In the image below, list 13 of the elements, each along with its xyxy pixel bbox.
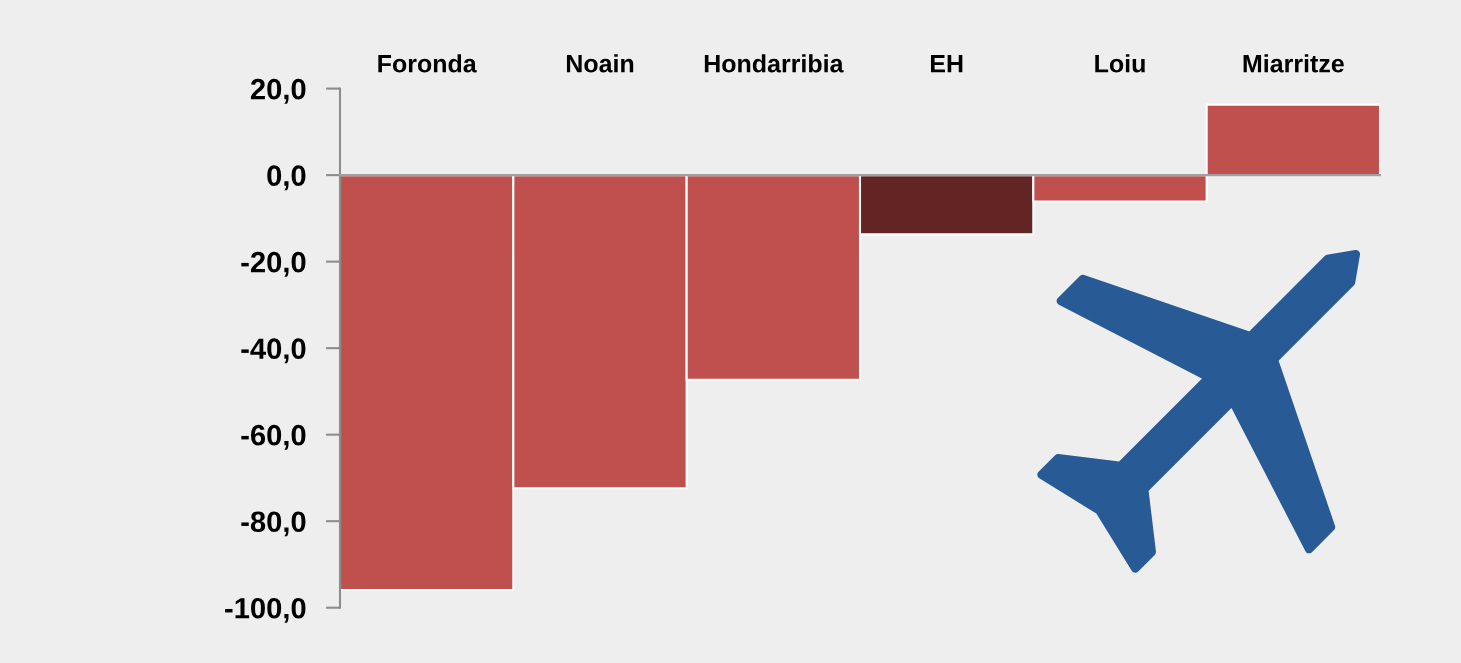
- x-tick-label: EH: [930, 55, 963, 73]
- y-tick-label: -80,0: [241, 511, 306, 537]
- x-tick-label: Miarritze: [1243, 54, 1344, 73]
- x-tick-label: Noain: [566, 54, 634, 73]
- y-tick-label: 0,0: [267, 165, 306, 191]
- y-tick-label: -100,0: [225, 597, 306, 623]
- y-tick-label: -60,0: [241, 424, 306, 450]
- x-tick-label: Foronda: [378, 54, 477, 73]
- y-tick-label: -20,0: [241, 251, 306, 277]
- y-tick-label: -40,0: [241, 338, 306, 364]
- x-tick-label: Loiu: [1095, 54, 1145, 73]
- x-tick-label: Hondarribia: [704, 54, 844, 73]
- y-tick-label: 20,0: [250, 78, 306, 104]
